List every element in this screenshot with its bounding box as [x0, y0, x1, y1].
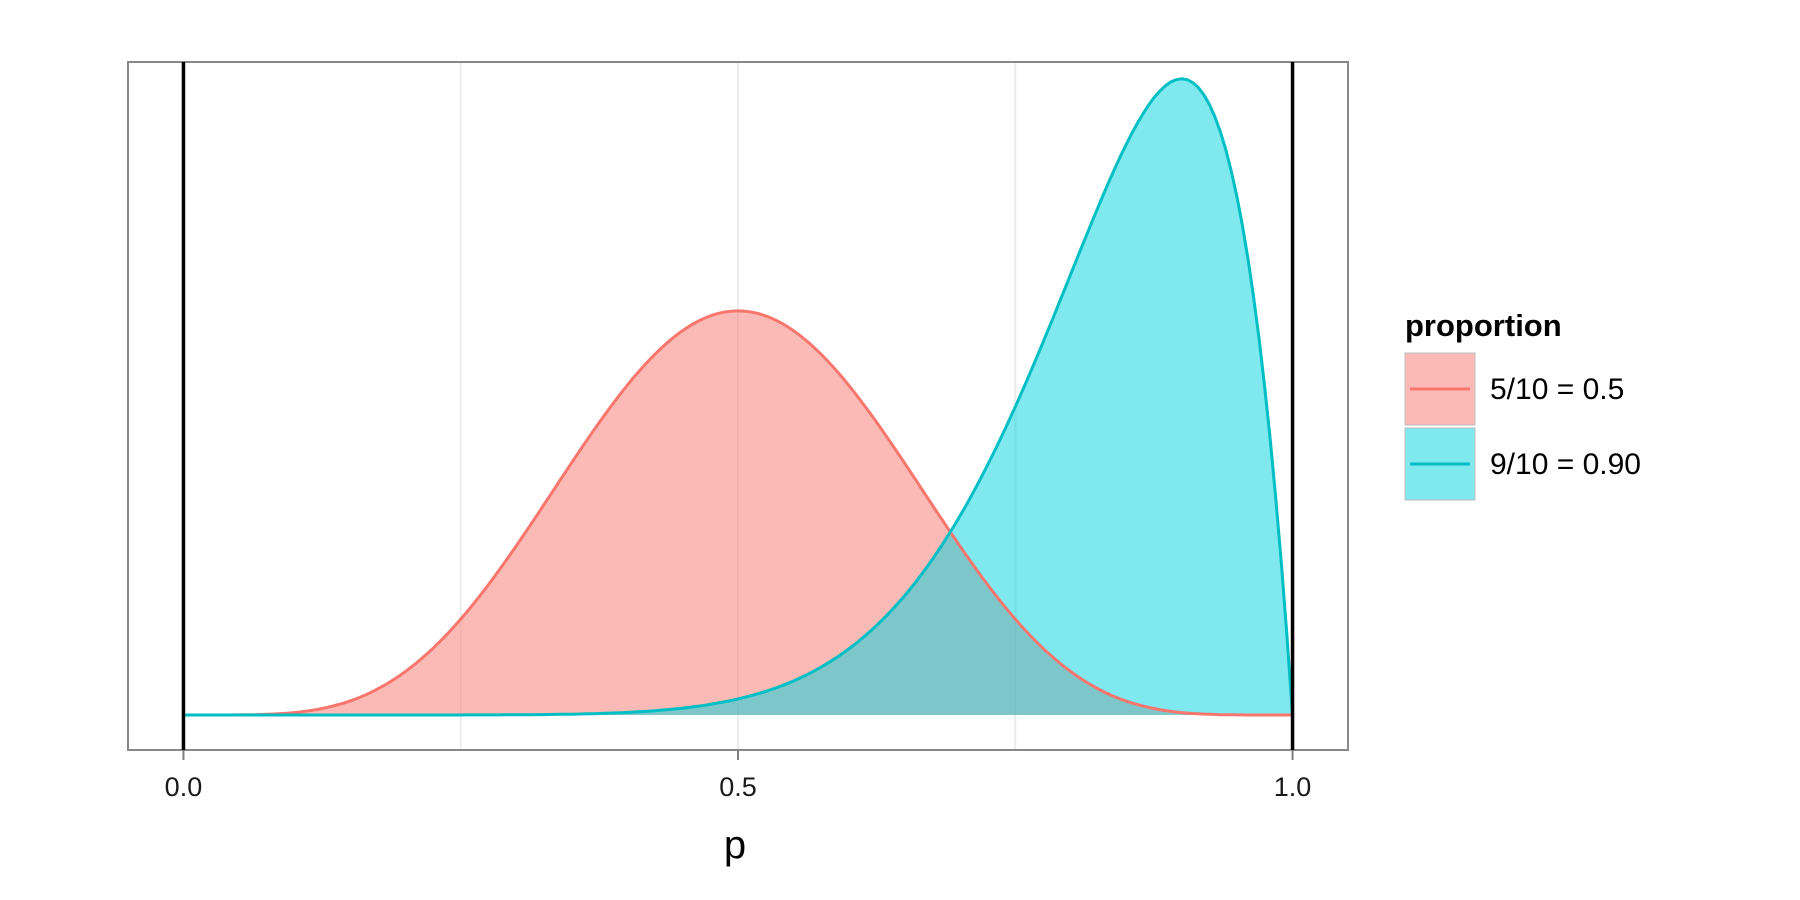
x-axis-title: p [724, 823, 746, 867]
density-lines [183, 77, 1294, 717]
x-tick-label-2: 1.0 [1274, 772, 1312, 802]
density-areas [183, 78, 1293, 716]
x-tick-label-1: 0.5 [719, 772, 757, 802]
legend-label-0: 5/10 = 0.5 [1490, 373, 1624, 406]
legend-title: proportion [1405, 308, 1562, 343]
line-series-0 [183, 309, 1293, 717]
line-series-1 [183, 77, 1294, 717]
x-tick-label-0: 0.0 [165, 772, 203, 802]
legend: proportion 5/10 = 0.5 9/10 = 0.90 [1404, 308, 1641, 501]
legend-label-1: 9/10 = 0.90 [1490, 448, 1641, 481]
area-series-1 [183, 78, 1293, 716]
area-series-0 [183, 310, 1293, 715]
reference-lines [181, 62, 1295, 750]
x-axis-ticks: 0.0 0.5 1.0 [165, 750, 1312, 802]
